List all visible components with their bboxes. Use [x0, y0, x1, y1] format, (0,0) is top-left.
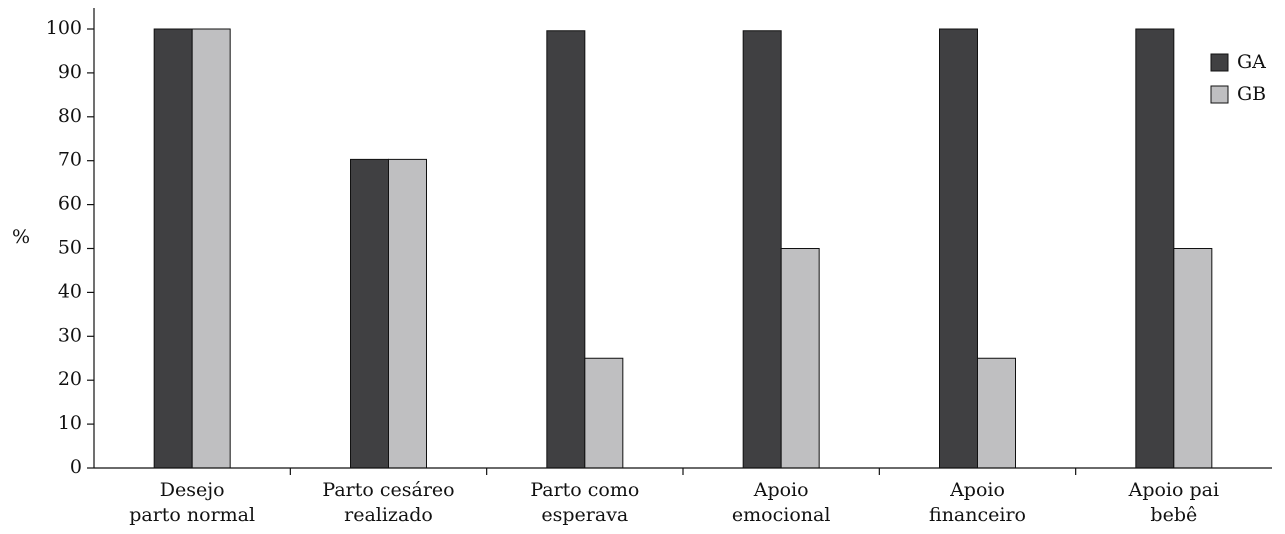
x-category-label: Parto cesáreo	[322, 479, 454, 501]
bar-gb	[191, 28, 231, 469]
bar-ga	[350, 158, 389, 469]
x-category-label: Apoio	[949, 479, 1005, 501]
y-tick-label: 0	[70, 456, 82, 478]
x-category-label: Parto como	[530, 479, 639, 501]
y-tick-label: 50	[58, 237, 82, 259]
bar-gb	[584, 357, 624, 469]
legend-swatch-ga	[1210, 53, 1229, 72]
legend-label: GB	[1237, 83, 1266, 105]
y-axis-label: %	[12, 226, 30, 248]
y-tick-label: 90	[58, 61, 82, 83]
bar-ga	[1135, 28, 1175, 469]
legend-label: GA	[1237, 51, 1266, 73]
x-category-label: emocional	[732, 504, 831, 526]
y-tick-label: 30	[58, 324, 82, 346]
bar-ga	[153, 28, 193, 469]
x-category-label: Desejo	[160, 479, 225, 501]
x-category-label: Apoio	[753, 479, 809, 501]
legend-swatch-gb	[1210, 85, 1229, 104]
y-axis-ticks: 0 10 20 30 40 50 60 70 80 90 100	[46, 17, 94, 478]
bar-gb	[1173, 248, 1213, 469]
bar-ga	[742, 30, 782, 469]
x-category-label: realizado	[344, 504, 433, 526]
y-tick-label: 70	[58, 149, 82, 171]
y-tick-label: 100	[46, 17, 82, 39]
y-tick-label: 80	[58, 105, 82, 127]
x-category-label: financeiro	[929, 504, 1026, 526]
y-tick-label: 60	[58, 193, 82, 215]
bar-ga	[546, 30, 586, 469]
x-category-label: esperava	[541, 504, 628, 526]
y-tick-label: 20	[58, 368, 82, 390]
bar-gb	[388, 158, 427, 469]
bar-ga	[939, 28, 978, 469]
bars	[153, 28, 1213, 469]
axes	[93, 8, 1272, 475]
legend: GA GB	[1210, 51, 1266, 105]
x-category-label: bebê	[1150, 504, 1197, 526]
x-axis-labels: Desejo parto normal Parto cesáreo realizado…	[129, 479, 1219, 526]
y-tick-label: 40	[58, 280, 82, 302]
bar-gb	[977, 357, 1016, 469]
y-tick-label: 10	[58, 412, 82, 434]
x-category-label: Apoio pai	[1128, 479, 1219, 501]
x-category-label: parto normal	[129, 504, 255, 526]
bar-gb	[780, 248, 820, 469]
